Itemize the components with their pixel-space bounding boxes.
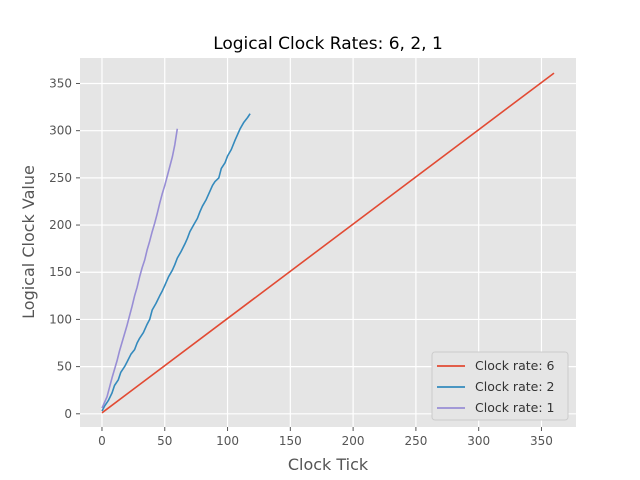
x-tick-label: 150 bbox=[279, 434, 302, 448]
x-tick-label: 350 bbox=[530, 434, 553, 448]
y-tick-label: 250 bbox=[49, 171, 72, 185]
legend: Clock rate: 6 Clock rate: 2 Clock rate: 1 bbox=[431, 351, 569, 421]
x-tick-label: 50 bbox=[157, 434, 172, 448]
series-line-3 bbox=[101, 128, 179, 409]
y-tick-label: 0 bbox=[64, 407, 72, 421]
chart-title: Logical Clock Rates: 6, 2, 1 bbox=[213, 34, 443, 54]
y-tick-label: 150 bbox=[49, 265, 72, 279]
legend-label: Clock rate: 1 bbox=[475, 400, 554, 415]
legend-label: Clock rate: 2 bbox=[475, 379, 554, 394]
y-tick-label: 200 bbox=[49, 218, 72, 232]
y-tick-label: 100 bbox=[49, 312, 72, 326]
y-tick-label: 50 bbox=[57, 360, 72, 374]
x-tick-label: 100 bbox=[216, 434, 239, 448]
y-tick-label: 300 bbox=[49, 124, 72, 138]
x-tick-label: 250 bbox=[404, 434, 427, 448]
y-tick-label: 350 bbox=[49, 76, 72, 90]
y-axis-ticks: 0 50 100 150 200 250 300 350 bbox=[49, 76, 80, 421]
series-line-1 bbox=[101, 72, 555, 414]
series-line-2 bbox=[101, 113, 251, 412]
x-tick-label: 0 bbox=[98, 434, 106, 448]
x-axis-label: Clock Tick bbox=[288, 455, 369, 474]
legend-label: Clock rate: 6 bbox=[475, 358, 555, 373]
x-tick-label: 200 bbox=[342, 434, 365, 448]
x-tick-label: 300 bbox=[467, 434, 490, 448]
x-axis-ticks: 0 50 100 150 200 250 300 350 bbox=[98, 427, 553, 448]
legend-box bbox=[431, 351, 569, 421]
y-axis-label: Logical Clock Value bbox=[19, 165, 38, 319]
series-lines bbox=[101, 72, 555, 414]
